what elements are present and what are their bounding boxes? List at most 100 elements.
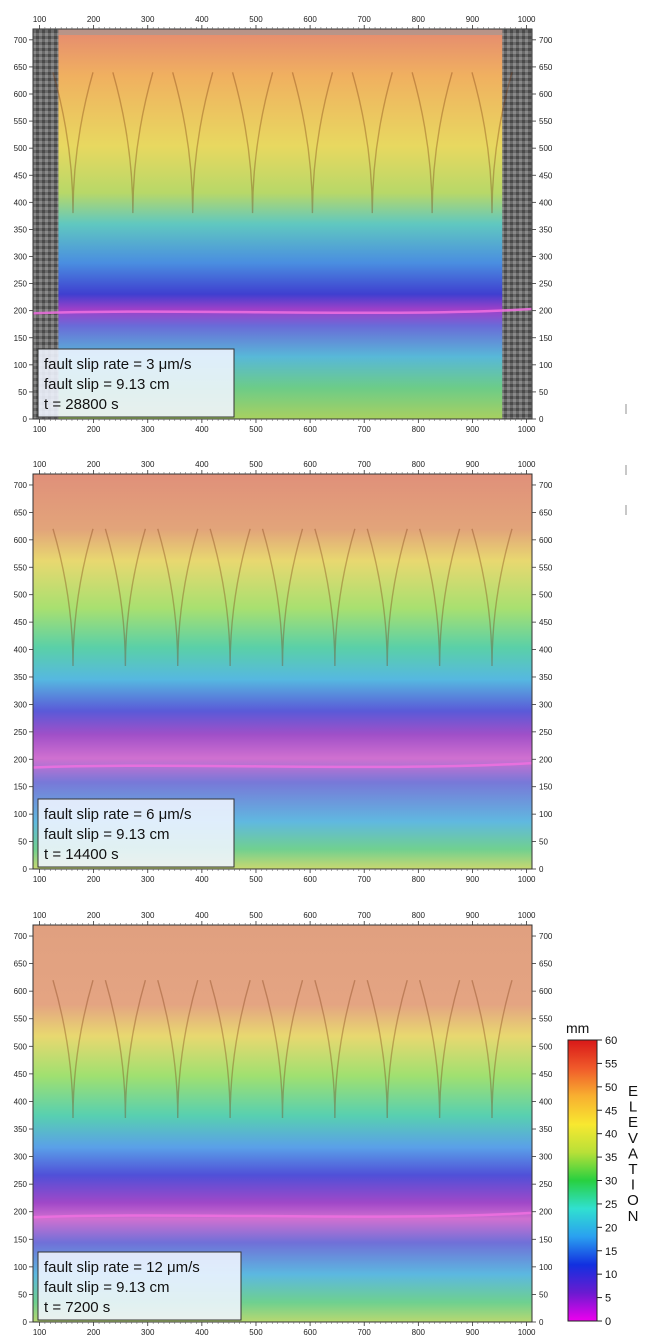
y-tick-label-left: 400: [14, 198, 28, 207]
info-line-3: t = 7200 s: [44, 1299, 110, 1316]
y-tick-label-left: 450: [14, 618, 28, 627]
y-tick-label-right: 500: [539, 1042, 553, 1051]
stray-mark: [625, 465, 627, 475]
y-tick-label-left: 400: [14, 1097, 28, 1106]
colorbar-vertical-label-letter: E: [628, 1114, 638, 1131]
y-tick-label-left: 600: [14, 987, 28, 996]
y-tick-label-left: 150: [14, 783, 28, 792]
colorbar-vertical-label-letter: T: [628, 1161, 637, 1178]
colorbar-unit: mm: [566, 1020, 589, 1036]
y-tick-label-left: 350: [14, 673, 28, 682]
y-tick-label-left: 300: [14, 253, 28, 262]
y-tick-label-left: 550: [14, 117, 28, 126]
y-tick-label-right: 350: [539, 225, 553, 234]
x-tick-label-top: 800: [412, 460, 426, 469]
y-tick-label-left: 50: [18, 388, 27, 397]
x-tick-label-bottom: 700: [358, 425, 372, 434]
y-tick-label-right: 400: [539, 646, 553, 655]
y-tick-label-right: 50: [539, 1290, 548, 1299]
colorbar-gradient: [567, 1039, 598, 1322]
y-tick-label-left: 250: [14, 1180, 28, 1189]
info-box-background: [37, 1251, 242, 1321]
x-tick-label-top: 1000: [518, 911, 536, 920]
x-tick-label-bottom: 300: [141, 875, 155, 884]
x-tick-label-bottom: 700: [358, 1328, 372, 1337]
x-tick-label-top: 300: [141, 911, 155, 920]
colorbar-vertical-label-letter: A: [628, 1145, 638, 1162]
x-tick-label-bottom: 500: [249, 875, 263, 884]
x-tick-label-bottom: 200: [87, 425, 101, 434]
x-tick-label-top: 200: [87, 911, 101, 920]
panels-group: 1001002002003003004004005005006006007007…: [14, 15, 627, 1337]
info-box-background: [37, 798, 235, 868]
y-tick-label-right: 0: [539, 415, 544, 424]
x-tick-label-bottom: 200: [87, 875, 101, 884]
info-line-3: t = 28800 s: [44, 396, 119, 413]
colorbar-tick-label: 0: [605, 1316, 611, 1328]
x-tick-label-top: 500: [249, 911, 263, 920]
x-tick-label-top: 600: [303, 911, 317, 920]
y-tick-label-right: 100: [539, 810, 553, 819]
panel-frame: [32, 924, 533, 1323]
y-tick-label-right: 400: [539, 198, 553, 207]
y-tick-label-right: 250: [539, 728, 553, 737]
y-tick-label-right: 50: [539, 838, 548, 847]
y-tick-label-left: 550: [14, 1015, 28, 1024]
info-line-3: t = 14400 s: [44, 846, 119, 863]
y-tick-label-right: 150: [539, 783, 553, 792]
x-tick-label-top: 500: [249, 15, 263, 24]
y-tick-label-right: 550: [539, 117, 553, 126]
x-tick-label-bottom: 400: [195, 1328, 209, 1337]
y-tick-label-right: 250: [539, 1180, 553, 1189]
y-tick-label-left: 250: [14, 280, 28, 289]
stray-mark: [625, 505, 627, 515]
y-tick-label-right: 650: [539, 63, 553, 72]
y-tick-label-left: 100: [14, 361, 28, 370]
x-tick-label-bottom: 800: [412, 1328, 426, 1337]
scan-margin-top: [58, 29, 503, 35]
y-tick-label-right: 600: [539, 536, 553, 545]
y-tick-label-right: 650: [539, 508, 553, 517]
elevation-map-panel-1: 1001002002003003004004005005006006007007…: [14, 15, 553, 434]
y-tick-label-right: 300: [539, 253, 553, 262]
x-tick-label-top: 600: [303, 460, 317, 469]
x-tick-label-bottom: 600: [303, 875, 317, 884]
x-tick-label-bottom: 800: [412, 875, 426, 884]
colorbar-tick-label: 40: [605, 1129, 617, 1141]
y-tick-label-left: 0: [23, 415, 28, 424]
colorbar-vertical-label-letter: I: [631, 1177, 635, 1194]
y-tick-label-right: 200: [539, 1208, 553, 1217]
colorbar-tick-label: 55: [605, 1058, 617, 1070]
x-tick-label-top: 500: [249, 460, 263, 469]
info-box: fault slip rate = 6 μm/s fault slip = 9.1…: [37, 798, 235, 868]
x-tick-label-top: 900: [466, 15, 480, 24]
x-tick-label-top: 700: [358, 460, 372, 469]
colorbar-vertical-label-letter: L: [629, 1099, 637, 1116]
x-tick-label-top: 400: [195, 911, 209, 920]
x-tick-label-top: 100: [33, 460, 47, 469]
y-tick-label-right: 600: [539, 90, 553, 99]
x-tick-label-bottom: 500: [249, 1328, 263, 1337]
y-tick-label-right: 300: [539, 1153, 553, 1162]
y-tick-label-right: 550: [539, 563, 553, 572]
info-line-1: fault slip rate = 12 μm/s: [44, 1259, 200, 1276]
elevation-map-panel-3: 100 100 200 200 300 300 400 400 500 500 600 600 700 7…: [14, 911, 553, 1337]
y-tick-label-right: 200: [539, 307, 553, 316]
colorbar-tick-label: 10: [605, 1269, 617, 1281]
y-tick-label-right: 450: [539, 1070, 553, 1079]
x-tick-label-bottom: 100: [33, 425, 47, 434]
y-tick-label-left: 100: [14, 1263, 28, 1272]
y-tick-label-right: 700: [539, 36, 553, 45]
panel-frame: [32, 28, 533, 420]
y-tick-label-left: 450: [14, 171, 28, 180]
x-tick-label-top: 100: [33, 911, 47, 920]
x-tick-label-top: 200: [87, 15, 101, 24]
x-tick-label-top: 700: [358, 911, 372, 920]
info-box-background: [37, 348, 235, 418]
y-tick-label-left: 700: [14, 481, 28, 490]
y-tick-label-right: 100: [539, 1263, 553, 1272]
x-tick-label-bottom: 900: [466, 1328, 480, 1337]
x-tick-label-top: 700: [358, 15, 372, 24]
x-tick-label-bottom: 200: [87, 1328, 101, 1337]
